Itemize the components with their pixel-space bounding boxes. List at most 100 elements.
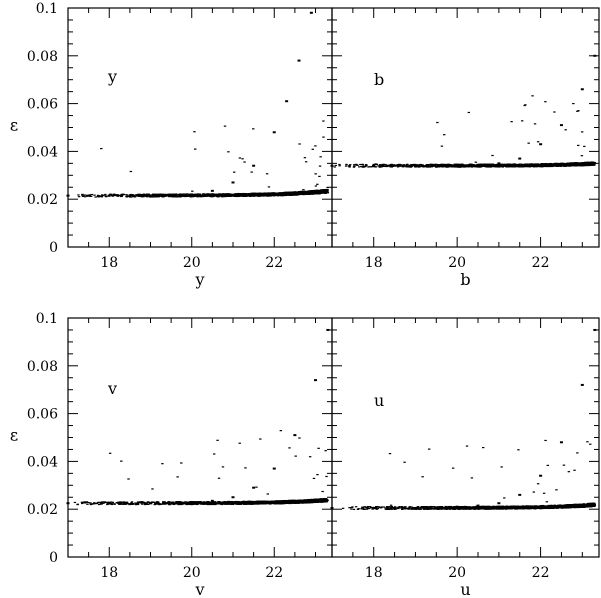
data-point xyxy=(462,164,465,166)
x-tick-label: 18 xyxy=(365,565,383,581)
data-point xyxy=(235,195,239,198)
data-point xyxy=(314,189,317,191)
data-point xyxy=(559,124,563,127)
data-point xyxy=(490,163,493,166)
data-point xyxy=(214,503,217,506)
data-point xyxy=(445,163,449,166)
data-series xyxy=(330,54,597,167)
data-point xyxy=(169,193,172,195)
data-point xyxy=(286,500,289,502)
data-point xyxy=(161,463,164,465)
data-point xyxy=(382,506,385,508)
data-point xyxy=(586,163,589,165)
data-point xyxy=(203,195,207,197)
data-point xyxy=(373,165,376,168)
data-point xyxy=(136,503,140,506)
data-point xyxy=(182,195,185,197)
data-point xyxy=(102,502,105,504)
data-point xyxy=(140,501,144,504)
data-point xyxy=(434,166,438,168)
data-point xyxy=(189,502,192,504)
data-point xyxy=(147,194,151,196)
data-point xyxy=(216,439,219,441)
data-point xyxy=(280,193,283,196)
data-point xyxy=(305,499,308,502)
data-point xyxy=(219,193,222,196)
data-point xyxy=(375,163,378,166)
data-point xyxy=(298,437,301,439)
data-point xyxy=(555,489,558,491)
data-point xyxy=(199,194,202,196)
data-point xyxy=(81,194,84,196)
data-point xyxy=(276,195,280,197)
data-point xyxy=(279,194,282,197)
data-point xyxy=(334,164,337,167)
data-point xyxy=(211,193,214,195)
data-point xyxy=(410,165,413,168)
data-point xyxy=(559,163,563,165)
data-point xyxy=(291,193,294,195)
data-point xyxy=(282,500,285,502)
data-point xyxy=(81,193,84,195)
data-point xyxy=(244,195,248,197)
data-point xyxy=(247,501,250,503)
data-point xyxy=(243,161,246,163)
panel-label: u xyxy=(374,391,384,410)
data-point xyxy=(235,502,238,504)
data-point xyxy=(273,194,276,196)
data-point xyxy=(495,164,498,166)
data-point xyxy=(83,501,86,503)
data-point xyxy=(86,195,89,197)
data-point xyxy=(85,194,89,197)
data-point xyxy=(569,164,572,166)
data-point xyxy=(315,190,319,192)
data-point xyxy=(324,499,327,501)
data-point xyxy=(194,501,197,504)
data-point xyxy=(189,195,192,197)
data-point xyxy=(293,501,297,503)
data-point xyxy=(390,165,393,167)
data-point xyxy=(443,166,446,168)
data-point xyxy=(567,471,571,473)
data-point xyxy=(180,193,183,195)
data-point xyxy=(323,500,326,503)
data-point xyxy=(96,501,100,504)
data-point xyxy=(95,502,99,505)
data-point xyxy=(302,502,305,504)
data-point xyxy=(561,163,565,165)
data-point xyxy=(470,166,474,168)
data-point xyxy=(409,165,412,167)
data-point xyxy=(496,165,499,168)
data-point xyxy=(558,163,561,165)
data-point xyxy=(524,165,528,167)
data-point xyxy=(333,166,336,168)
data-point xyxy=(160,194,164,196)
data-point xyxy=(541,164,545,166)
data-point xyxy=(217,196,220,198)
data-point xyxy=(93,194,96,196)
data-point xyxy=(593,162,596,164)
data-point xyxy=(321,500,325,502)
data-point xyxy=(398,506,401,508)
data-point xyxy=(133,194,137,196)
data-point xyxy=(299,499,303,501)
data-point xyxy=(533,166,536,168)
data-point xyxy=(270,192,274,195)
data-point xyxy=(288,193,291,196)
data-point xyxy=(549,163,553,165)
data-point xyxy=(273,501,277,504)
data-point xyxy=(491,163,494,165)
data-point xyxy=(527,142,530,144)
data-point xyxy=(440,145,444,147)
data-point xyxy=(539,474,543,477)
data-point xyxy=(270,501,273,503)
data-point xyxy=(208,501,211,504)
data-point xyxy=(320,190,324,192)
data-point xyxy=(480,165,483,167)
data-point xyxy=(295,191,299,193)
data-point xyxy=(190,503,194,506)
data-point xyxy=(117,503,121,505)
data-point xyxy=(497,164,500,166)
data-point xyxy=(130,194,134,197)
